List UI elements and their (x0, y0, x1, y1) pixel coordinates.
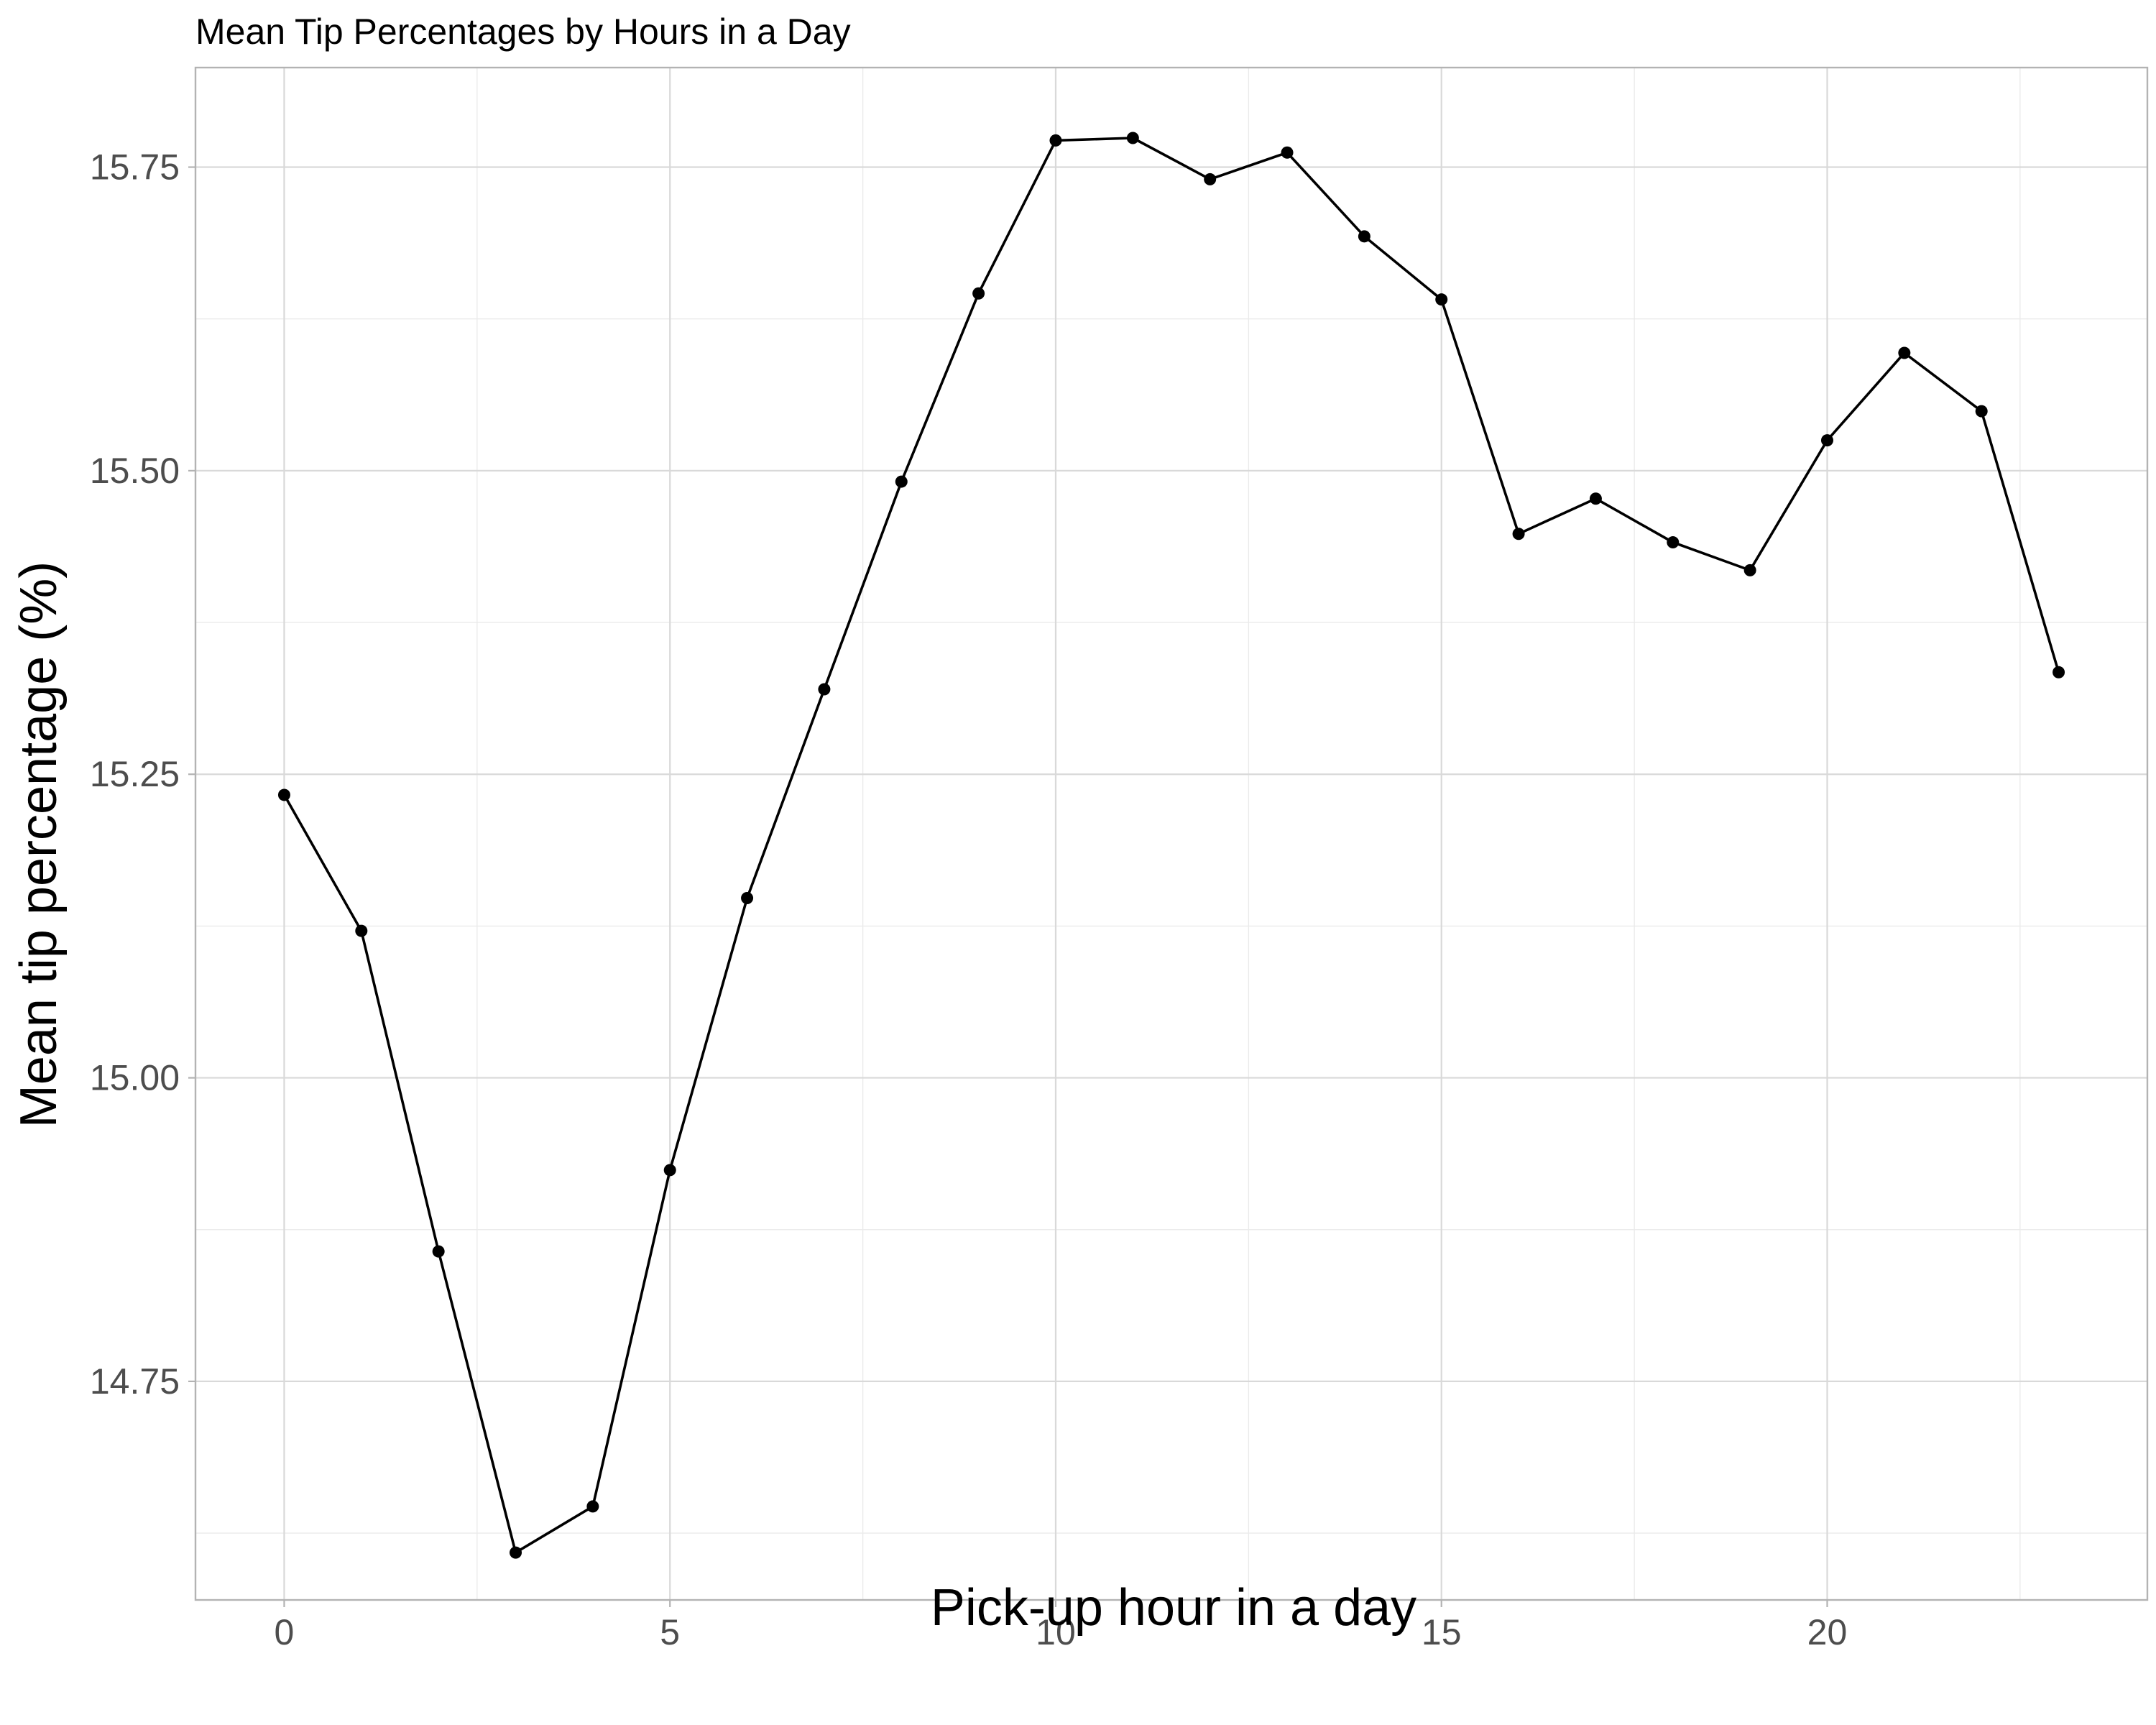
y-tick-label: 15.25 (90, 754, 180, 794)
y-tick-label: 15.75 (90, 147, 180, 188)
data-point (1512, 528, 1525, 540)
data-point (432, 1245, 445, 1258)
data-point (1589, 492, 1602, 505)
y-tick-label: 15.00 (90, 1058, 180, 1098)
data-point (972, 287, 985, 300)
x-tick-label: 10 (1036, 1612, 1076, 1652)
data-point (1358, 230, 1370, 243)
y-tick-label: 15.50 (90, 451, 180, 491)
data-point (2053, 666, 2065, 678)
data-point (1667, 536, 1680, 549)
chart-title: Mean Tip Percentages by Hours in a Day (195, 12, 851, 52)
axis-ticks: 14.75 15.00 15.25 15.50 15.75 0 5 10 15 20 (90, 147, 1847, 1652)
data-point (1204, 172, 1217, 185)
data-point (1435, 293, 1448, 306)
series-layer (277, 132, 2065, 1559)
data-point (895, 475, 908, 488)
y-tick-label: 14.75 (90, 1361, 180, 1402)
data-point (277, 788, 290, 801)
x-tick-label: 20 (1807, 1612, 1848, 1652)
y-axis-title: Mean tip percentage (%) (10, 561, 68, 1128)
data-point (1820, 434, 1833, 447)
x-tick-label: 0 (275, 1612, 295, 1652)
data-point (1975, 405, 1988, 418)
x-tick-label: 5 (660, 1612, 680, 1652)
data-point (1898, 346, 1911, 359)
data-point (586, 1500, 599, 1513)
data-point (1743, 564, 1756, 576)
data-point (355, 924, 368, 937)
x-tick-label: 15 (1422, 1612, 1462, 1652)
panel-border (194, 66, 2149, 1601)
x-axis-title: Pick-up hour in a day (931, 1579, 1416, 1637)
series-line (282, 137, 2060, 1554)
data-point (1126, 132, 1139, 144)
data-point (510, 1546, 522, 1559)
data-point (741, 892, 754, 905)
data-point (663, 1164, 676, 1177)
grid (195, 68, 2147, 1600)
data-point (818, 683, 831, 696)
data-point (1281, 146, 1294, 159)
data-point (1049, 134, 1062, 147)
